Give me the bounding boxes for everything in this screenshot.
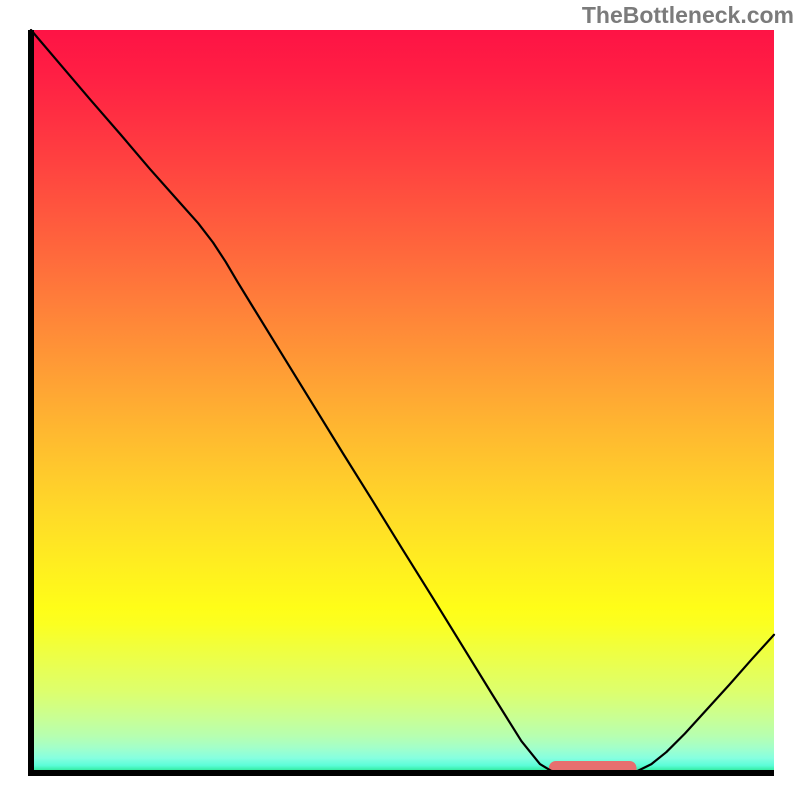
watermark-text: TheBottleneck.com — [582, 2, 794, 29]
chart-background-gradient — [31, 30, 774, 773]
chart-stage: TheBottleneck.com — [0, 0, 800, 800]
chart-svg — [0, 0, 800, 800]
